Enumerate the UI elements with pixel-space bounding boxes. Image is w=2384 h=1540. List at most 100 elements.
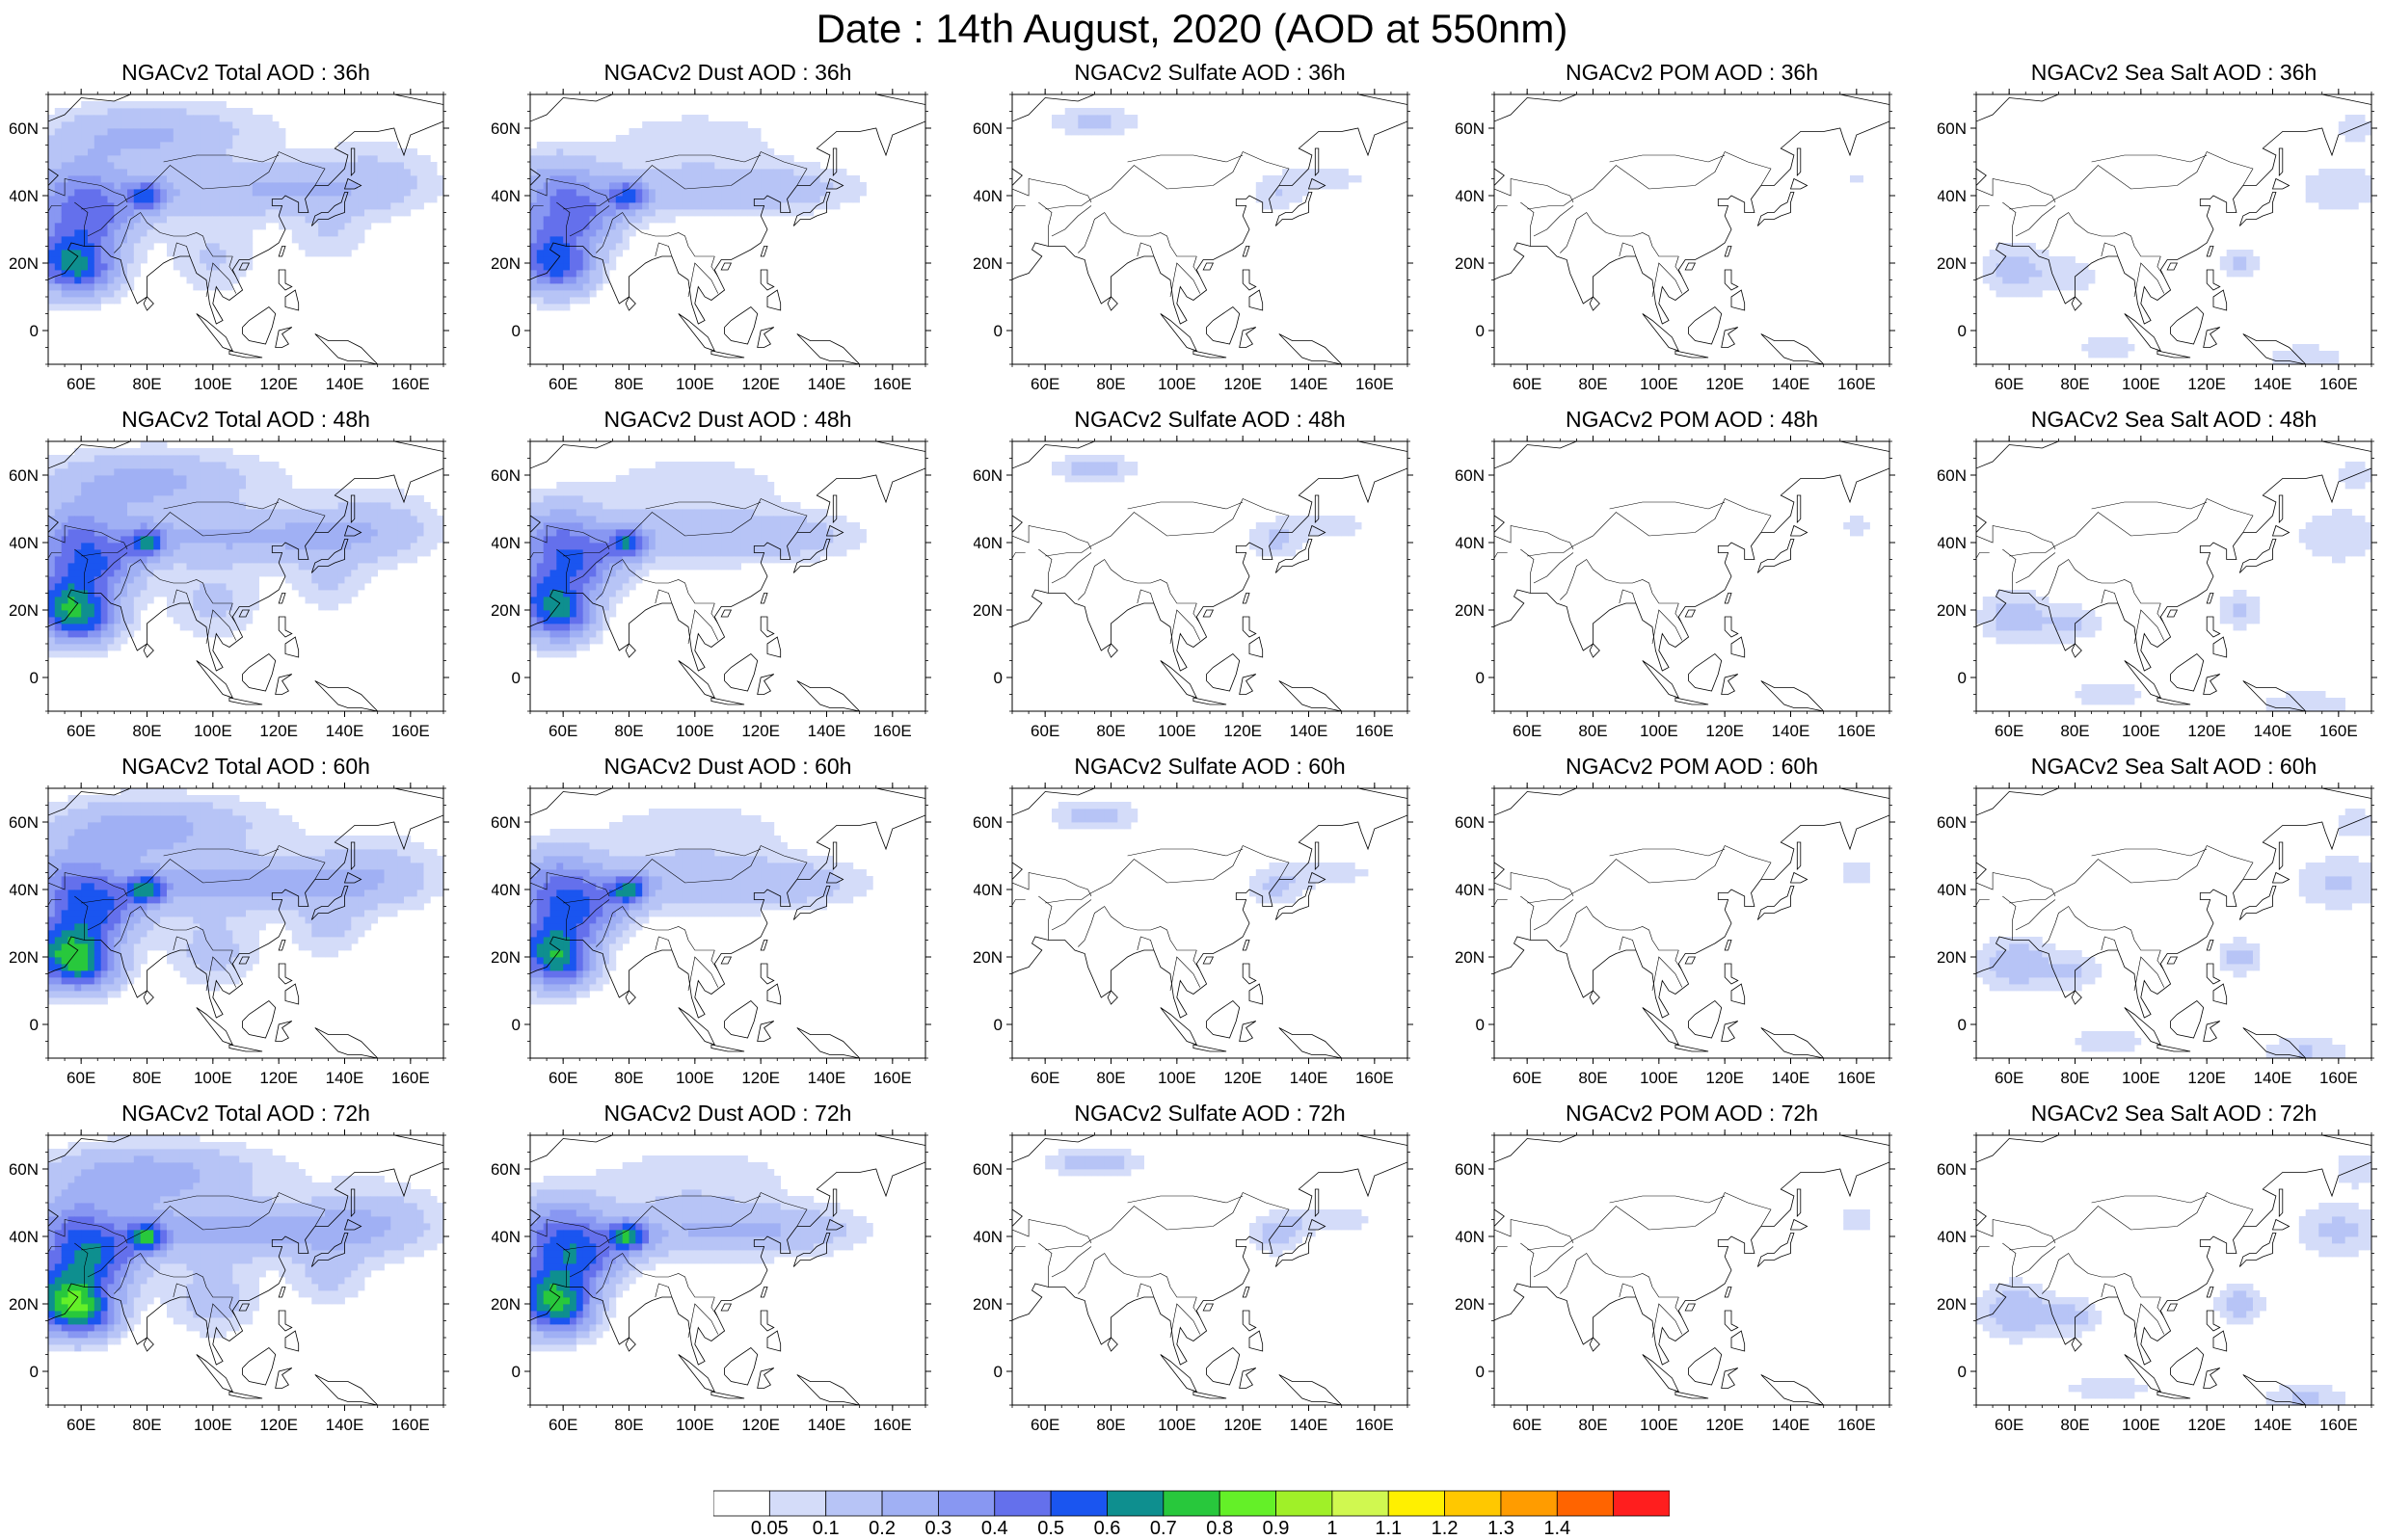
lat-tick-label: 40N <box>1938 187 1967 205</box>
lat-tick-label: 20N <box>492 254 521 273</box>
lat-tick-label: 60N <box>492 119 521 138</box>
coastlines <box>974 85 1407 404</box>
lon-tick-label: 80E <box>1096 1416 1125 1434</box>
lat-tick-label: 0 <box>994 669 1003 687</box>
lat-tick-label: 40N <box>974 187 1003 205</box>
lon-tick-label: 100E <box>676 1069 714 1087</box>
lat-tick-label: 20N <box>1456 601 1485 620</box>
lat-tick-label: 0 <box>30 1016 39 1034</box>
lon-tick-label: 100E <box>1640 1069 1678 1087</box>
lon-tick-label: 160E <box>2319 1416 2358 1434</box>
aod-field <box>1850 175 1863 182</box>
colorbar-swatch <box>882 1491 938 1516</box>
lon-tick-label: 120E <box>2187 1069 2226 1087</box>
coastlines <box>1456 779 1889 1098</box>
lat-tick-label: 40N <box>1456 534 1485 552</box>
colorbar-label: 0.05 <box>751 1518 789 1540</box>
lat-tick-label: 60N <box>10 119 39 138</box>
colorbar-label: 1.4 <box>1543 1518 1570 1540</box>
lon-tick-label: 100E <box>676 375 714 393</box>
lat-tick-label: 60N <box>1938 813 1967 832</box>
coastlines <box>974 779 1407 1098</box>
lon-tick-label: 160E <box>873 1069 912 1087</box>
aod-field <box>1843 1209 1870 1230</box>
lon-tick-label: 120E <box>1705 1069 1744 1087</box>
lon-tick-label: 60E <box>67 722 95 740</box>
lat-tick-label: 20N <box>1938 254 1967 273</box>
lat-tick-label: 20N <box>10 601 39 620</box>
lon-tick-label: 120E <box>741 722 780 740</box>
lon-tick-label: 100E <box>194 375 232 393</box>
lat-tick-label: 40N <box>492 534 521 552</box>
lon-tick-label: 60E <box>1995 375 2023 393</box>
lat-tick-label: 40N <box>974 1228 1003 1246</box>
lon-tick-label: 100E <box>1640 1416 1678 1434</box>
lon-tick-label: 80E <box>132 1416 161 1434</box>
colorbar-swatch <box>1332 1491 1388 1516</box>
lon-tick-label: 100E <box>194 722 232 740</box>
lon-tick-label: 160E <box>1837 1069 1876 1087</box>
lon-tick-label: 160E <box>873 375 912 393</box>
colorbar-swatch <box>1219 1491 1275 1516</box>
lon-tick-label: 80E <box>614 1069 643 1087</box>
lon-tick-label: 160E <box>1355 722 1394 740</box>
lat-tick-label: 40N <box>1456 881 1485 899</box>
lat-tick-label: 20N <box>10 1295 39 1314</box>
lon-tick-label: 120E <box>1223 375 1262 393</box>
aod-field <box>530 462 867 657</box>
lon-tick-label: 100E <box>1158 375 1196 393</box>
colorbar-label: 1 <box>1326 1518 1337 1540</box>
lat-tick-label: 0 <box>512 1363 521 1381</box>
lon-tick-label: 80E <box>2060 722 2089 740</box>
lon-tick-label: 120E <box>259 722 298 740</box>
lon-tick-label: 120E <box>741 375 780 393</box>
lon-tick-label: 60E <box>549 1069 577 1087</box>
lon-tick-label: 100E <box>1158 1069 1196 1087</box>
colorbar-label: 0.3 <box>925 1518 952 1540</box>
lat-tick-label: 40N <box>492 187 521 205</box>
lat-tick-label: 60N <box>10 466 39 485</box>
lat-tick-label: 60N <box>1938 1160 1967 1179</box>
lat-tick-label: 60N <box>492 813 521 832</box>
lat-tick-label: 0 <box>1958 669 1967 687</box>
lon-tick-label: 100E <box>1640 375 1678 393</box>
lat-tick-label: 40N <box>10 534 39 552</box>
lon-tick-label: 140E <box>808 1416 846 1434</box>
colorbar-swatch <box>713 1491 769 1516</box>
lon-tick-label: 100E <box>1640 722 1678 740</box>
lon-tick-label: 100E <box>194 1069 232 1087</box>
lon-tick-label: 140E <box>1290 1416 1328 1434</box>
lat-tick-label: 0 <box>30 1363 39 1381</box>
lon-tick-label: 60E <box>1031 375 1059 393</box>
colorbar-label: 1.3 <box>1487 1518 1514 1540</box>
lat-tick-label: 60N <box>974 466 1003 485</box>
lon-tick-label: 140E <box>326 1069 364 1087</box>
colorbar-swatch <box>1557 1491 1613 1516</box>
lat-tick-label: 0 <box>994 1016 1003 1034</box>
lon-tick-label: 60E <box>1995 1069 2023 1087</box>
lat-tick-label: 40N <box>1938 881 1967 899</box>
lon-tick-label: 160E <box>2319 722 2358 740</box>
colorbar-swatch <box>1614 1491 1670 1516</box>
lat-tick-label: 20N <box>974 948 1003 967</box>
lat-tick-label: 0 <box>30 669 39 687</box>
coastlines <box>1456 1126 1889 1445</box>
lon-tick-label: 60E <box>1995 1416 2023 1434</box>
